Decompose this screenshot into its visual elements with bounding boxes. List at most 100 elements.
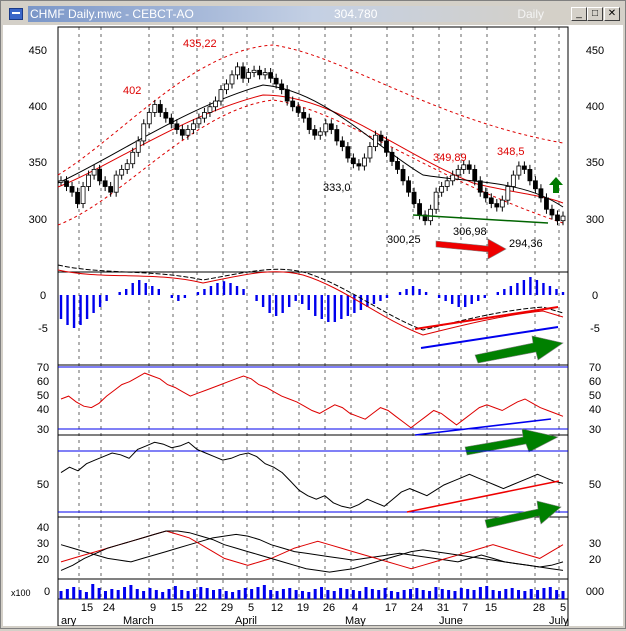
macd-bar bbox=[79, 295, 82, 325]
candle-body bbox=[207, 106, 213, 113]
day-label: 28 bbox=[533, 602, 545, 614]
price-candles bbox=[58, 62, 566, 226]
rsi-tick-40-right: 40 bbox=[589, 404, 601, 416]
macd-line bbox=[57, 264, 564, 331]
candle-body bbox=[306, 117, 312, 130]
macd-up-arrow-green-icon bbox=[474, 335, 564, 364]
macd-red-trendline bbox=[414, 306, 559, 330]
macd-bar bbox=[229, 283, 232, 295]
volume-bar bbox=[472, 590, 476, 599]
volume-bar bbox=[192, 589, 196, 599]
volume-bar bbox=[65, 589, 69, 599]
macd-bar bbox=[59, 295, 63, 319]
candle-body bbox=[450, 174, 456, 182]
macd-bar bbox=[340, 295, 343, 319]
stoch-red-trendline bbox=[406, 480, 560, 513]
candle-body bbox=[455, 169, 461, 176]
volume-bar bbox=[281, 589, 285, 599]
candle-body bbox=[373, 134, 378, 148]
volume-bar bbox=[548, 587, 552, 599]
macd-bar bbox=[411, 286, 415, 295]
stoch-tick-50-right: 50 bbox=[589, 479, 601, 491]
annotation-306-98: 306,98 bbox=[453, 226, 487, 238]
candle-body bbox=[130, 151, 136, 165]
volume-bar bbox=[262, 585, 266, 599]
volume-scale-label: x100 bbox=[11, 588, 31, 598]
macd-bar bbox=[561, 292, 565, 295]
volume-bar bbox=[510, 588, 514, 599]
close-icon: ✕ bbox=[607, 8, 617, 19]
day-label: 15 bbox=[485, 602, 497, 614]
macd-bar bbox=[242, 289, 245, 295]
volume-bar bbox=[491, 590, 495, 599]
price-tick-350-right: 350 bbox=[586, 157, 604, 169]
volume-bar bbox=[332, 591, 336, 599]
title-bar[interactable]: CHMF Daily.mwc - CEBCT-AO 304.780 Daily … bbox=[3, 3, 623, 26]
adx-y-axis: 40 30 20 30 20 bbox=[37, 522, 601, 566]
candle-body bbox=[560, 215, 566, 222]
volume-bar bbox=[440, 589, 444, 599]
macd-bar bbox=[118, 292, 121, 295]
candle-body bbox=[339, 140, 345, 148]
candle-body bbox=[113, 174, 119, 193]
window-title: CHMF Daily.mwc - CEBCT-AO bbox=[30, 7, 194, 21]
volume-bar bbox=[402, 590, 406, 599]
macd-bar bbox=[327, 295, 330, 322]
day-label: 26 bbox=[323, 602, 335, 614]
candle-body bbox=[538, 188, 544, 199]
rsi-up-arrow-green-icon bbox=[464, 428, 559, 456]
candle-body bbox=[516, 165, 522, 176]
day-label: 29 bbox=[221, 602, 233, 614]
candle-body bbox=[257, 69, 262, 76]
annotation-435-22: 435,22 bbox=[183, 38, 217, 50]
macd-bar bbox=[170, 295, 174, 298]
chart-area[interactable]: 450 400 350 300 450 400 350 300 402 435,… bbox=[3, 25, 623, 627]
candle-body bbox=[246, 72, 251, 79]
candle-body bbox=[64, 180, 69, 187]
volume-bar bbox=[351, 590, 355, 599]
day-label: 15 bbox=[171, 602, 183, 614]
volume-bar bbox=[84, 592, 88, 599]
macd-bar bbox=[516, 283, 519, 295]
annotation-300-25: 300,25 bbox=[387, 234, 421, 246]
macd-y-axis: 0 -5 0 -5 bbox=[38, 290, 600, 335]
candle-body bbox=[75, 191, 80, 204]
volume-bar bbox=[59, 591, 63, 599]
day-label: 24 bbox=[411, 602, 423, 614]
annotation-402: 402 bbox=[123, 85, 141, 97]
volume-bar bbox=[212, 590, 216, 599]
chart-svg[interactable]: 450 400 350 300 450 400 350 300 402 435,… bbox=[3, 25, 623, 627]
price-tick-450: 450 bbox=[29, 45, 47, 57]
volume-bar bbox=[154, 590, 158, 599]
candle-body bbox=[350, 157, 356, 165]
price-y-axis-right: 450 400 350 300 bbox=[586, 45, 604, 226]
candle-body bbox=[262, 72, 268, 76]
maximize-button[interactable]: □ bbox=[587, 7, 603, 21]
macd-bar bbox=[535, 280, 539, 295]
volume-bar bbox=[478, 587, 482, 599]
rsi-tick-70: 70 bbox=[37, 362, 49, 374]
candle-body bbox=[69, 186, 75, 193]
candle-body bbox=[196, 117, 202, 125]
price-tick-400: 400 bbox=[29, 101, 47, 113]
volume-bar bbox=[123, 587, 127, 599]
plus-di-line bbox=[60, 530, 564, 573]
candle-body bbox=[367, 146, 373, 159]
chart-window-icon[interactable] bbox=[9, 8, 23, 20]
candle-body bbox=[384, 140, 389, 153]
macd-bar bbox=[124, 289, 128, 295]
volume-bar bbox=[148, 588, 152, 599]
macd-bar bbox=[261, 295, 265, 307]
maximize-icon: □ bbox=[591, 8, 599, 19]
annotation-348-5: 348,5 bbox=[497, 146, 525, 158]
volume-bar bbox=[561, 591, 565, 599]
macd-tick-0-right: 0 bbox=[592, 290, 598, 302]
volume-bar bbox=[383, 588, 387, 599]
minimize-button[interactable]: _ bbox=[571, 7, 587, 21]
macd-bar bbox=[235, 286, 239, 295]
candle-body bbox=[229, 74, 235, 85]
close-button[interactable]: ✕ bbox=[604, 7, 620, 21]
macd-bar bbox=[379, 295, 382, 301]
candle-body bbox=[218, 89, 224, 102]
